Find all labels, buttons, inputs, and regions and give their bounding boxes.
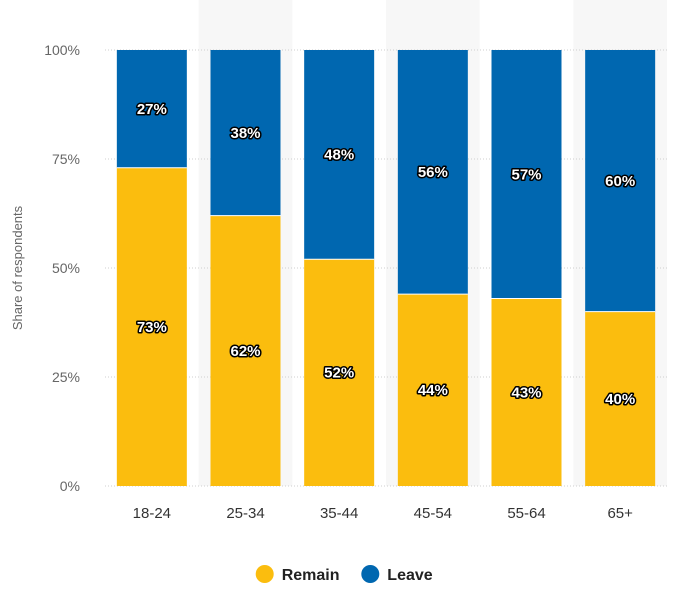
legend-item-leave[interactable]: Leave	[361, 565, 433, 584]
bar-leave-18-24[interactable]	[116, 50, 187, 168]
legend-label: Remain	[282, 567, 340, 584]
data-label-remain-65+: 40%	[605, 391, 635, 408]
x-tick-label: 65+	[607, 505, 633, 522]
data-label-remain-35-44: 52%	[324, 365, 354, 382]
y-axis-ticks: 0% 25% 50% 75% 100%	[44, 42, 80, 494]
legend[interactable]: Remain Leave	[255, 565, 433, 584]
x-tick-label: 45-54	[414, 505, 452, 522]
data-label-leave-25-34: 38%	[230, 125, 260, 142]
x-tick-label: 35-44	[320, 505, 358, 522]
legend-item-remain[interactable]: Remain	[255, 565, 340, 584]
bar-leave-45-54[interactable]	[397, 50, 468, 295]
data-label-leave-65+: 60%	[605, 173, 635, 190]
x-axis-categories: 18-24 25-34 35-44 45-54 55-64 65+	[133, 505, 633, 522]
y-tick-label: 25%	[52, 369, 80, 385]
x-tick-label: 55-64	[507, 505, 545, 522]
x-tick-label: 18-24	[133, 505, 171, 522]
y-tick-label: 50%	[52, 260, 80, 276]
bar-groups	[116, 50, 656, 486]
y-tick-label: 75%	[52, 151, 80, 167]
y-axis-title: Share of respondents	[10, 205, 25, 330]
legend-label: Leave	[387, 567, 432, 584]
data-label-leave-55-64: 57%	[511, 166, 541, 183]
bar-leave-25-34[interactable]	[210, 50, 281, 216]
bar-remain-18-24[interactable]	[116, 167, 187, 486]
data-label-remain-18-24: 73%	[137, 319, 167, 336]
y-tick-label: 0%	[60, 478, 80, 494]
data-label-leave-18-24: 27%	[137, 101, 167, 118]
data-labels: 73% 27% 62% 38% 52% 48% 44% 56% 43% 57% 40% 60%	[135, 99, 636, 409]
data-label-remain-25-34: 62%	[230, 343, 260, 360]
bar-remain-35-44[interactable]	[304, 259, 375, 486]
data-label-leave-35-44: 48%	[324, 147, 354, 164]
data-label-remain-55-64: 43%	[511, 384, 541, 401]
legend-swatch	[255, 565, 274, 583]
data-label-leave-45-54: 56%	[418, 164, 448, 181]
y-tick-label: 100%	[44, 42, 80, 58]
x-tick-label: 25-34	[226, 505, 264, 522]
bar-remain-55-64[interactable]	[491, 298, 562, 486]
bar-leave-55-64[interactable]	[491, 50, 562, 299]
legend-swatch	[361, 565, 380, 583]
bar-leave-65+[interactable]	[585, 50, 656, 312]
bar-leave-35-44[interactable]	[304, 50, 375, 260]
bar-remain-65+[interactable]	[585, 311, 656, 486]
bar-remain-25-34[interactable]	[210, 215, 281, 486]
y-gridlines	[105, 49, 667, 487]
data-label-remain-45-54: 44%	[418, 382, 448, 399]
bar-remain-45-54[interactable]	[397, 294, 468, 486]
